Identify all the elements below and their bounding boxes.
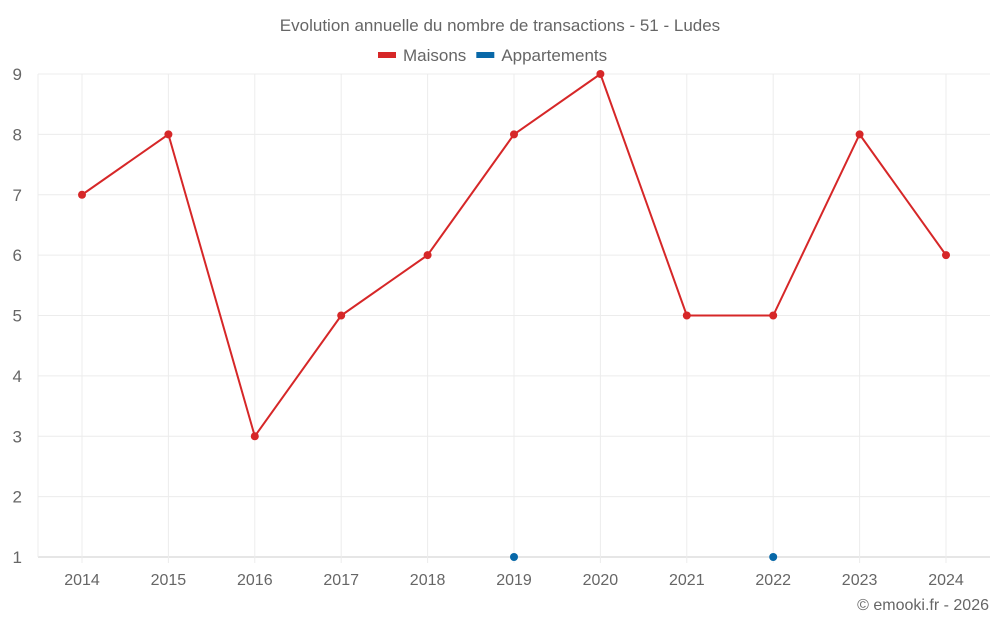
data-point-maisons	[942, 251, 950, 260]
x-tick-label: 2017	[323, 572, 359, 589]
data-point-maisons	[769, 311, 778, 320]
legend-swatch	[476, 52, 495, 58]
x-tick-label: 2021	[669, 572, 705, 589]
y-tick-label: 1	[13, 548, 22, 567]
series-group	[78, 70, 950, 561]
x-tick-label: 2019	[496, 572, 532, 589]
data-point-maisons	[164, 130, 173, 139]
y-tick-label: 9	[13, 65, 22, 84]
x-tick-label: 2022	[755, 572, 791, 589]
credit-text: © emooki.fr - 2026	[857, 597, 989, 614]
y-tick-label: 3	[13, 427, 22, 446]
legend-label: Appartements	[501, 46, 607, 65]
data-point-maisons	[423, 251, 432, 260]
data-point-appartements	[510, 553, 518, 561]
data-point-maisons	[596, 70, 605, 78]
x-tick-label: 2016	[237, 572, 273, 589]
legend: Maisons Appartements	[378, 46, 607, 65]
data-point-maisons	[510, 130, 518, 139]
x-tick-label: 2020	[583, 572, 619, 589]
x-tick-label: 2023	[842, 572, 878, 589]
x-tick-label: 2024	[928, 572, 964, 589]
chart-title: Evolution annuelle du nombre de transact…	[280, 16, 720, 35]
legend-label: Maisons	[403, 46, 466, 65]
x-tick-label: 2018	[410, 572, 446, 589]
x-tick-label: 2014	[64, 572, 100, 589]
y-tick-label: 7	[13, 186, 22, 205]
y-tick-label: 6	[13, 246, 22, 265]
data-point-maisons	[855, 130, 864, 139]
y-tick-label: 4	[13, 367, 22, 386]
x-tick-label: 2015	[151, 572, 187, 589]
axes: 1 2 3 4 5 6 7 8 9 2014 2015 2016 2017 2018 2019 2020 202…	[13, 65, 964, 589]
y-tick-label: 8	[13, 125, 22, 144]
legend-swatch	[378, 52, 396, 58]
data-point-maisons	[337, 311, 346, 320]
data-point-maisons	[78, 190, 86, 199]
data-point-maisons	[682, 311, 691, 320]
y-tick-label: 2	[13, 488, 22, 507]
data-point-appartements	[769, 553, 778, 561]
data-point-maisons	[250, 432, 259, 441]
y-tick-label: 5	[13, 307, 22, 326]
grid	[37, 73, 990, 563]
